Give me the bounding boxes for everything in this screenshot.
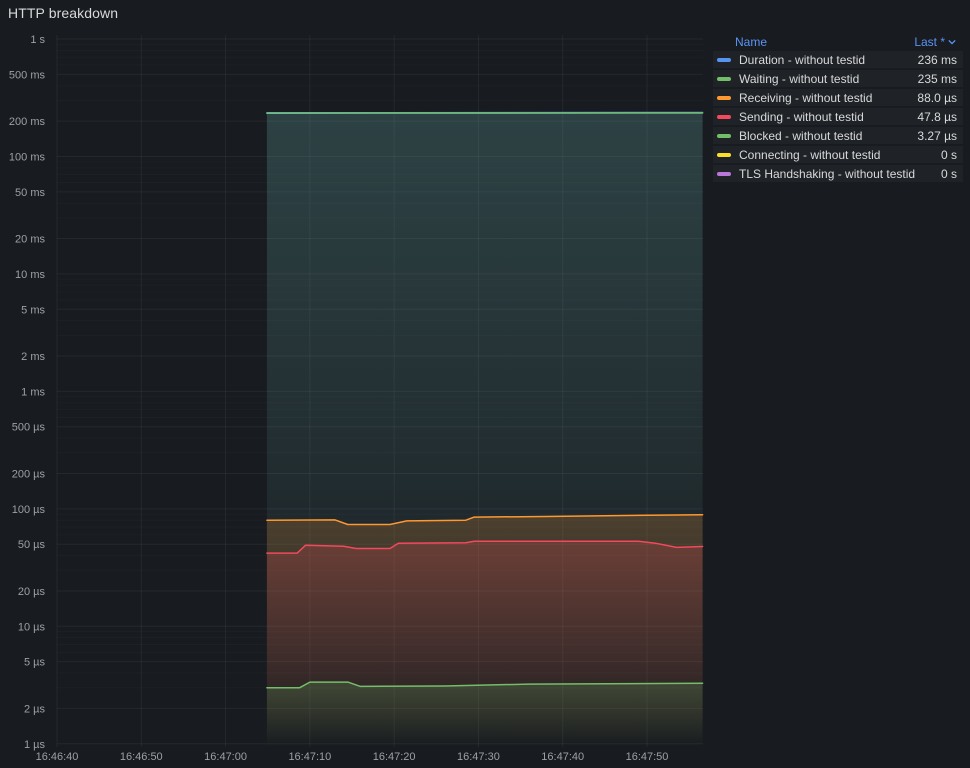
series-last-value: 0 s bbox=[940, 147, 957, 162]
x-axis-tick-label: 16:46:40 bbox=[36, 751, 79, 763]
y-axis-tick-label: 20 µs bbox=[18, 586, 46, 598]
x-axis-tick-label: 16:46:50 bbox=[120, 751, 163, 763]
y-axis-tick-label: 200 µs bbox=[12, 468, 46, 480]
series-color-swatch bbox=[717, 152, 731, 157]
series-name-label: Duration - without testid bbox=[739, 52, 866, 67]
series-color-swatch bbox=[717, 171, 731, 176]
series-color-swatch bbox=[717, 95, 731, 100]
y-axis-tick-label: 50 ms bbox=[15, 187, 45, 199]
y-axis-tick-label: 1 s bbox=[30, 34, 45, 46]
series-last-value: 88.0 µs bbox=[917, 90, 957, 105]
series-last-value: 3.27 µs bbox=[917, 128, 957, 143]
series-last-value: 235 ms bbox=[917, 71, 957, 86]
series-color-swatch bbox=[717, 57, 731, 62]
x-axis-tick-label: 16:47:40 bbox=[541, 751, 584, 763]
legend-row[interactable]: Connecting - without testid 0 s bbox=[713, 146, 963, 163]
y-axis-tick-label: 2 µs bbox=[24, 703, 46, 715]
legend-row[interactable]: Waiting - without testid 235 ms bbox=[713, 70, 963, 87]
legend-row[interactable]: Receiving - without testid 88.0 µs bbox=[713, 89, 963, 106]
legend-column-name[interactable]: Name bbox=[735, 34, 768, 49]
legend-last-label: Last * bbox=[914, 34, 945, 49]
legend-table: Name Last * Duration - without testid 236… bbox=[713, 32, 963, 184]
panel-title[interactable]: HTTP breakdown bbox=[8, 5, 119, 21]
y-axis-tick-label: 1 µs bbox=[24, 739, 46, 751]
x-axis-tick-label: 16:47:50 bbox=[626, 751, 669, 763]
series-color-swatch bbox=[717, 114, 731, 119]
series-name-label: Connecting - without testid bbox=[739, 147, 881, 162]
y-axis-tick-label: 200 ms bbox=[9, 116, 46, 128]
legend-header: Name Last * bbox=[713, 32, 963, 51]
y-axis-tick-label: 5 µs bbox=[24, 657, 46, 669]
legend-row[interactable]: Sending - without testid 47.8 µs bbox=[713, 108, 963, 125]
series-name-label: Receiving - without testid bbox=[739, 90, 873, 105]
y-axis-tick-label: 10 µs bbox=[18, 621, 46, 633]
y-axis-tick-label: 50 µs bbox=[18, 539, 46, 551]
legend-row[interactable]: Duration - without testid 236 ms bbox=[713, 51, 963, 68]
series-name-label: Sending - without testid bbox=[739, 109, 864, 124]
legend-column-last[interactable]: Last * bbox=[914, 35, 957, 49]
series-line bbox=[266, 681, 704, 689]
legend-rows: Duration - without testid 236 ms Waiting -… bbox=[713, 51, 963, 182]
x-axis-tick-label: 16:47:00 bbox=[204, 751, 247, 763]
x-axis-tick-label: 16:47:20 bbox=[373, 751, 416, 763]
y-axis-tick-label: 10 ms bbox=[15, 269, 45, 281]
legend-row[interactable]: Blocked - without testid 3.27 µs bbox=[713, 127, 963, 144]
legend-row[interactable]: TLS Handshaking - without testid 0 s bbox=[713, 165, 963, 182]
series-color-swatch bbox=[717, 133, 731, 138]
series-name-label: Blocked - without testid bbox=[739, 128, 863, 143]
y-axis-tick-label: 100 µs bbox=[12, 504, 46, 516]
series-last-value: 47.8 µs bbox=[917, 109, 957, 124]
series-last-value: 236 ms bbox=[917, 52, 957, 67]
series-name-label: TLS Handshaking - without testid bbox=[739, 166, 916, 181]
x-axis-tick-label: 16:47:30 bbox=[457, 751, 500, 763]
y-axis-tick-label: 500 ms bbox=[9, 69, 46, 81]
series-line bbox=[266, 514, 704, 526]
y-axis-tick-label: 100 ms bbox=[9, 151, 46, 163]
series-line bbox=[266, 540, 704, 554]
series-last-value: 0 s bbox=[940, 166, 957, 181]
series-color-swatch bbox=[717, 76, 731, 81]
y-axis-tick-label: 20 ms bbox=[15, 234, 45, 246]
series-fill bbox=[266, 682, 703, 747]
y-axis-tick-label: 500 µs bbox=[12, 422, 46, 434]
series-name-label: Waiting - without testid bbox=[739, 71, 860, 86]
y-axis-tick-label: 2 ms bbox=[21, 351, 45, 363]
chevron-down-icon bbox=[948, 39, 956, 44]
x-axis-tick-label: 16:47:10 bbox=[288, 751, 331, 763]
y-axis-tick-label: 1 ms bbox=[21, 386, 45, 398]
y-axis-tick-label: 5 ms bbox=[21, 304, 45, 316]
